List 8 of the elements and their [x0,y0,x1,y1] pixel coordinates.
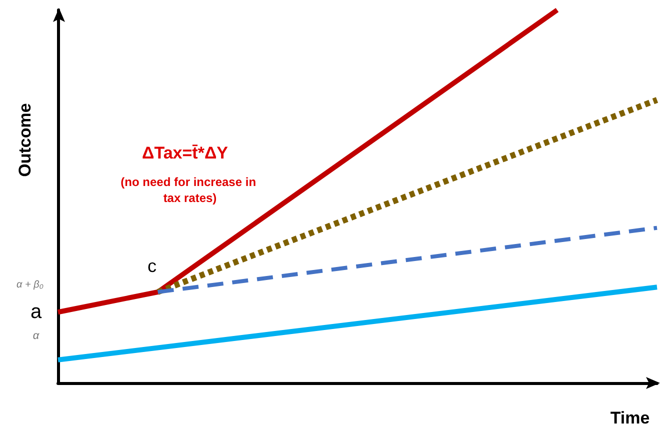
y-axis-title: Outcome [16,103,34,177]
text: α [32,330,40,342]
text: a [30,301,42,323]
annotation: ΔTax=t̄*ΔY [142,144,229,162]
annotation: (no need for increase in tax rates) [120,175,260,205]
annotation: c [148,256,156,276]
text: α + β₀ [16,280,44,290]
x-axis-title: Time [610,408,650,428]
